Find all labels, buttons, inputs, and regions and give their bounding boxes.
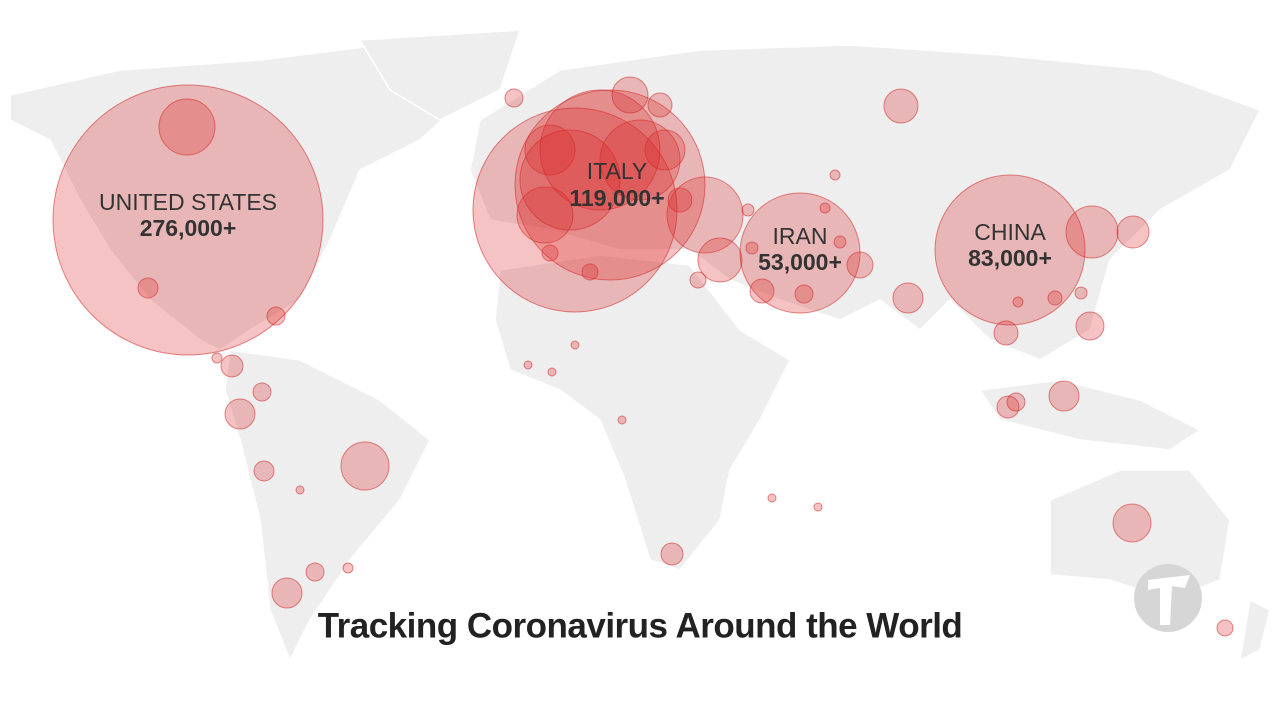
case-bubble <box>1047 290 1063 306</box>
land <box>9 29 1271 662</box>
case-bubble <box>1116 215 1150 249</box>
case-bubble <box>741 203 755 217</box>
case-bubble <box>266 306 286 326</box>
case-bubble <box>767 493 777 503</box>
case-bubble <box>883 88 919 124</box>
case-bubble <box>745 241 759 255</box>
case-bubble <box>305 562 325 582</box>
case-bubble <box>1074 286 1088 300</box>
title: Tracking Coronavirus Around the World <box>318 606 963 645</box>
case-bubble <box>996 395 1020 419</box>
case-bubble <box>271 577 303 609</box>
case-bubble <box>295 485 305 495</box>
case-bubble <box>829 169 841 181</box>
case-bubble <box>749 278 775 304</box>
case-bubble <box>1216 619 1234 637</box>
case-bubble <box>666 176 744 254</box>
case-bubble <box>1065 205 1119 259</box>
africa <box>494 254 791 571</box>
case-bubble <box>519 129 621 231</box>
case-bubble <box>611 76 649 114</box>
case-bubble <box>52 84 324 356</box>
case-count: 53,000+ <box>758 249 842 275</box>
bubbles <box>52 76 1234 637</box>
case-bubble <box>993 320 1019 346</box>
case-bubble <box>667 187 693 213</box>
country-name: CHINA <box>974 219 1046 245</box>
case-bubble <box>1112 503 1152 543</box>
case-bubble <box>846 251 874 279</box>
case-bubble <box>224 398 256 430</box>
country-name: ITALY <box>587 158 648 184</box>
logo <box>1134 564 1202 632</box>
logo-glyph <box>1148 575 1190 625</box>
case-bubble <box>539 89 661 211</box>
australia <box>1049 469 1231 601</box>
case-bubble <box>1006 392 1026 412</box>
case-bubble <box>934 174 1086 326</box>
country-name: UNITED STATES <box>99 189 277 215</box>
case-bubble <box>340 441 390 491</box>
case-bubble <box>252 382 272 402</box>
case-bubble <box>220 354 244 378</box>
case-bubble <box>833 235 847 249</box>
case-bubble <box>158 98 216 156</box>
case-bubble <box>504 88 524 108</box>
case-bubble <box>794 284 814 304</box>
case-bubble <box>819 202 831 214</box>
case-bubble <box>137 277 159 299</box>
case-bubble <box>541 244 559 262</box>
new-zealand <box>1239 598 1271 662</box>
case-bubble <box>342 562 354 574</box>
case-bubble <box>547 367 557 377</box>
case-bubble <box>689 271 707 289</box>
eurasia <box>469 44 1262 361</box>
case-bubble <box>253 460 275 482</box>
case-bubble <box>660 542 684 566</box>
case-count: 276,000+ <box>140 215 237 241</box>
case-bubble <box>892 282 924 314</box>
country-name: IRAN <box>773 223 828 249</box>
case-bubble <box>697 237 743 283</box>
case-bubble <box>472 107 678 313</box>
case-bubble <box>211 352 223 364</box>
case-bubble <box>617 415 627 425</box>
case-bubble <box>813 502 823 512</box>
case-bubble <box>1075 311 1105 341</box>
southeast-asia <box>978 379 1202 451</box>
case-bubble <box>739 192 861 314</box>
case-bubble <box>1048 380 1080 412</box>
case-bubble <box>581 263 599 281</box>
case-count: 119,000+ <box>569 185 664 211</box>
case-bubble <box>524 124 576 176</box>
case-bubble <box>514 89 706 281</box>
case-bubble <box>1012 296 1024 308</box>
case-bubble <box>570 340 580 350</box>
greenland <box>358 29 522 121</box>
case-count: 83,000+ <box>968 245 1052 271</box>
labels: UNITED STATES 276,000+ ITALY 119,000+ IR… <box>99 158 1052 275</box>
case-bubble <box>523 360 533 370</box>
case-bubble <box>647 92 673 118</box>
